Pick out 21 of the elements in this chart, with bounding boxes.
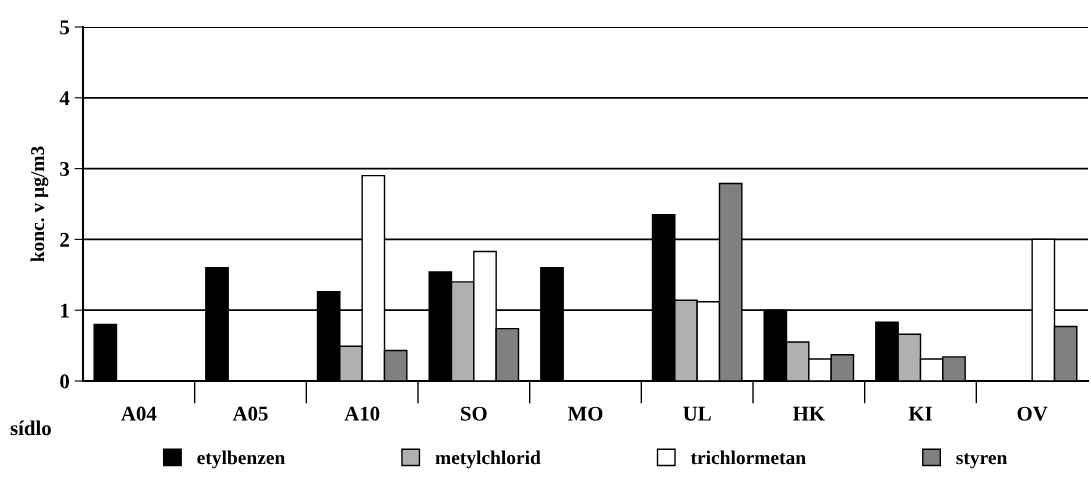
x-tick-label: MO [567,406,603,421]
x-tick-label: A10 [344,406,380,421]
y-tick-label: 5 [60,20,70,35]
y-axis-title: konc. v µg/m3 [30,146,49,262]
x-tick-label: A05 [232,406,268,421]
y-tick-label: 1 [61,303,69,318]
legend-label: etylbenzen [197,450,285,469]
y-tick-label: 3 [60,162,70,177]
y-tick-label: 2 [60,232,69,247]
y-tick-label: 4 [59,91,70,106]
x-tick-label: SO [461,406,487,421]
x-tick-label: HK [792,406,825,421]
x-axis-title: sídlo [10,420,51,436]
legend-label: trichlormetan [690,450,806,465]
x-tick-label: KI [908,406,932,421]
x-tick-label: UL [683,406,711,421]
legend-label: metylchlorid [435,450,541,469]
x-tick-label: OV [1017,406,1048,421]
legend-label: styren [956,453,1008,469]
x-tick-label: A04 [121,406,157,421]
y-tick-label: 0 [60,374,70,389]
